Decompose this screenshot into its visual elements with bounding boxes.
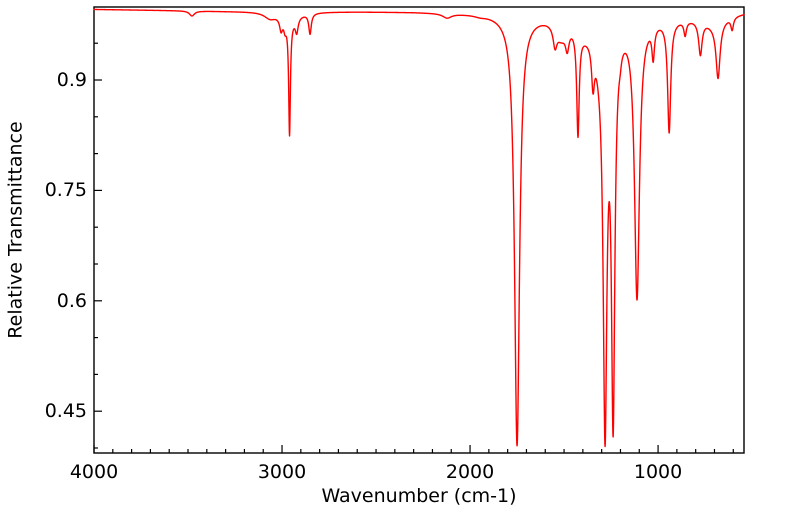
y-tick-label: 0.6 (56, 289, 87, 312)
x-tick-label: 2000 (445, 461, 495, 483)
y-tick-label: 0.75 (44, 179, 87, 202)
y-axis-title: Relative Transmittance (4, 121, 27, 339)
x-axis-title: Wavenumber (cm-1) (321, 485, 517, 507)
x-tick-label: 4000 (69, 461, 119, 483)
x-tick-label: 3000 (257, 461, 307, 483)
x-tick-label: 1000 (633, 461, 683, 483)
y-tick-label: 0.45 (44, 400, 87, 423)
spectrum-line (93, 8, 745, 448)
x-axis-ticks (93, 445, 734, 453)
y-tick-label: 0.9 (56, 69, 87, 91)
y-axis-ticks (94, 42, 102, 449)
plot-frame (93, 6, 745, 454)
